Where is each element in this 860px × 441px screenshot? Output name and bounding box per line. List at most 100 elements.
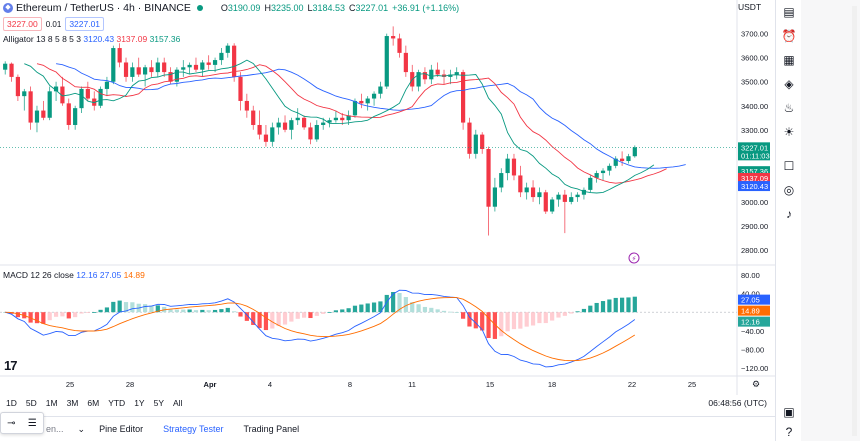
- candle-body: [111, 48, 116, 82]
- range-button-5d[interactable]: 5D: [25, 398, 37, 408]
- range-button-1y[interactable]: 1Y: [134, 398, 145, 408]
- lightning-glyph-icon: ⚡: [632, 255, 637, 263]
- macd-histogram-bar: [111, 301, 116, 313]
- candle-body: [613, 158, 618, 166]
- candle-body: [257, 124, 262, 135]
- tradingview-logo[interactable]: 17: [4, 358, 18, 373]
- candle-body: [556, 194, 561, 200]
- teeth-price-tag-label: 3137.09: [741, 174, 768, 183]
- macd-histogram-bar: [308, 312, 313, 319]
- range-button-1d[interactable]: 1D: [6, 398, 17, 408]
- macd-histogram-bar: [600, 301, 606, 313]
- layers-icon[interactable]: ◈: [784, 77, 794, 91]
- ideas-bulb-icon[interactable]: ☀: [783, 125, 795, 139]
- symbol-title[interactable]: Ethereum / TetherUS · 4h · BINANCE: [16, 2, 191, 14]
- tab-pine-editor[interactable]: Pine Editor: [99, 424, 144, 434]
- macd-price-tag: [738, 294, 770, 305]
- macd-histogram-bar: [441, 310, 447, 313]
- minus-icon[interactable]: ⊸: [7, 417, 16, 429]
- lips-price-tag-label: 3157.36: [741, 167, 768, 176]
- candle-body: [187, 64, 192, 68]
- data-window-icon[interactable]: ▦: [783, 53, 795, 67]
- tab-strategy-tester[interactable]: Strategy Tester: [163, 424, 224, 434]
- chevron-down-icon[interactable]: ⌄: [77, 423, 86, 434]
- range-button-5y[interactable]: 5Y: [153, 398, 164, 408]
- candle-body: [359, 100, 364, 104]
- last-price-label: 3227.01: [741, 143, 768, 152]
- candle-body: [130, 67, 135, 77]
- help-icon[interactable]: ?: [785, 425, 793, 439]
- candle-body: [162, 62, 167, 73]
- macd-histogram-bar: [92, 312, 97, 313]
- macd-histogram-bar: [416, 304, 421, 313]
- list-icon[interactable]: ☰: [27, 417, 37, 429]
- candle-body: [492, 187, 497, 207]
- candle-body: [607, 165, 612, 171]
- candle-body: [524, 187, 529, 193]
- candle-body: [295, 117, 300, 121]
- macd-histogram-bar: [238, 312, 243, 317]
- candle-body: [530, 187, 536, 198]
- macd-legend[interactable]: MACD 12 26 close 12.16 27.05 14.89: [3, 270, 145, 280]
- utc-clock[interactable]: 06:48:56 (UTC): [708, 398, 767, 408]
- macd-histogram-bar: [85, 312, 90, 313]
- candle-body: [454, 72, 459, 75]
- macd-histogram-bar: [562, 312, 567, 316]
- notifications-bell-icon[interactable]: ♪: [786, 207, 792, 221]
- candle-body: [626, 156, 631, 162]
- calendar-icon[interactable]: ▣: [783, 405, 795, 419]
- buy-button[interactable]: 3227.01: [65, 17, 105, 31]
- candle-body: [193, 64, 199, 70]
- drawing-popup[interactable]: ⊸ ☰: [0, 412, 44, 434]
- tab-stock-screener[interactable]: en...: [46, 424, 64, 434]
- watchlist-icon[interactable]: ▤: [783, 5, 795, 19]
- candle-body: [340, 117, 345, 121]
- range-button-all[interactable]: All: [173, 398, 183, 408]
- alerts-clock-icon[interactable]: ⏰: [781, 29, 797, 43]
- candle-body: [219, 52, 224, 61]
- chart-canvas[interactable]: 3700.00 3600.00 3500.00 3400.00 3300.00 3000.…: [0, 0, 775, 395]
- alligator-jaw-value: 3120.43: [83, 34, 115, 44]
- range-button-1m[interactable]: 1M: [45, 398, 58, 408]
- alligator-legend[interactable]: Alligator 13 8 5 8 5 3 3120.43 3137.09 3…: [3, 34, 180, 44]
- page-scrollbar[interactable]: [852, 6, 857, 436]
- jaw-price-tag: [738, 181, 770, 192]
- macd-histogram-bar: [581, 308, 587, 313]
- chat-icon[interactable]: ☐: [783, 159, 795, 173]
- candle-body: [518, 175, 523, 193]
- sell-button[interactable]: 3227.00: [3, 17, 42, 31]
- price-axis-label: 2900.00: [741, 222, 768, 231]
- macd-histogram-bar: [543, 312, 548, 324]
- candle-body: [181, 67, 186, 70]
- macd-histogram-bar: [537, 312, 542, 324]
- macd-axis-label: −120.00: [741, 364, 768, 373]
- time-axis-label: Apr: [204, 380, 217, 389]
- tab-trading-panel[interactable]: Trading Panel: [243, 424, 300, 434]
- candle-body: [270, 127, 275, 142]
- candle-body: [403, 52, 408, 73]
- streams-icon[interactable]: ◎: [783, 183, 795, 197]
- candle-body: [581, 189, 587, 195]
- axis-settings-gear-icon[interactable]: ⚙: [752, 379, 760, 389]
- macd-histogram-bar: [143, 304, 148, 313]
- macd-histogram-bar: [518, 312, 523, 329]
- alligator-teeth-value: 3137.09: [116, 34, 148, 44]
- candle-body: [79, 88, 84, 109]
- macd-histogram-bar: [492, 312, 497, 339]
- macd-histogram-bar: [47, 312, 52, 321]
- macd-histogram-bar: [410, 302, 415, 313]
- event-lightning-icon[interactable]: [628, 252, 640, 264]
- hotlist-flame-icon[interactable]: ♨: [783, 101, 795, 115]
- range-button-6m[interactable]: 6M: [87, 398, 100, 408]
- candle-body: [117, 48, 122, 63]
- macd-histogram-bar: [193, 310, 199, 313]
- candle-body: [200, 62, 205, 70]
- macd-histogram-bar: [346, 308, 351, 313]
- candle-body: [263, 134, 269, 142]
- macd-histogram-bar: [155, 305, 160, 313]
- macd-price-tag-label: 27.05: [741, 296, 760, 305]
- range-button-3m[interactable]: 3M: [66, 398, 79, 408]
- candle-body: [333, 117, 338, 121]
- currency-selector[interactable]: USDT: [738, 2, 762, 12]
- range-button-ytd[interactable]: YTD: [108, 398, 126, 408]
